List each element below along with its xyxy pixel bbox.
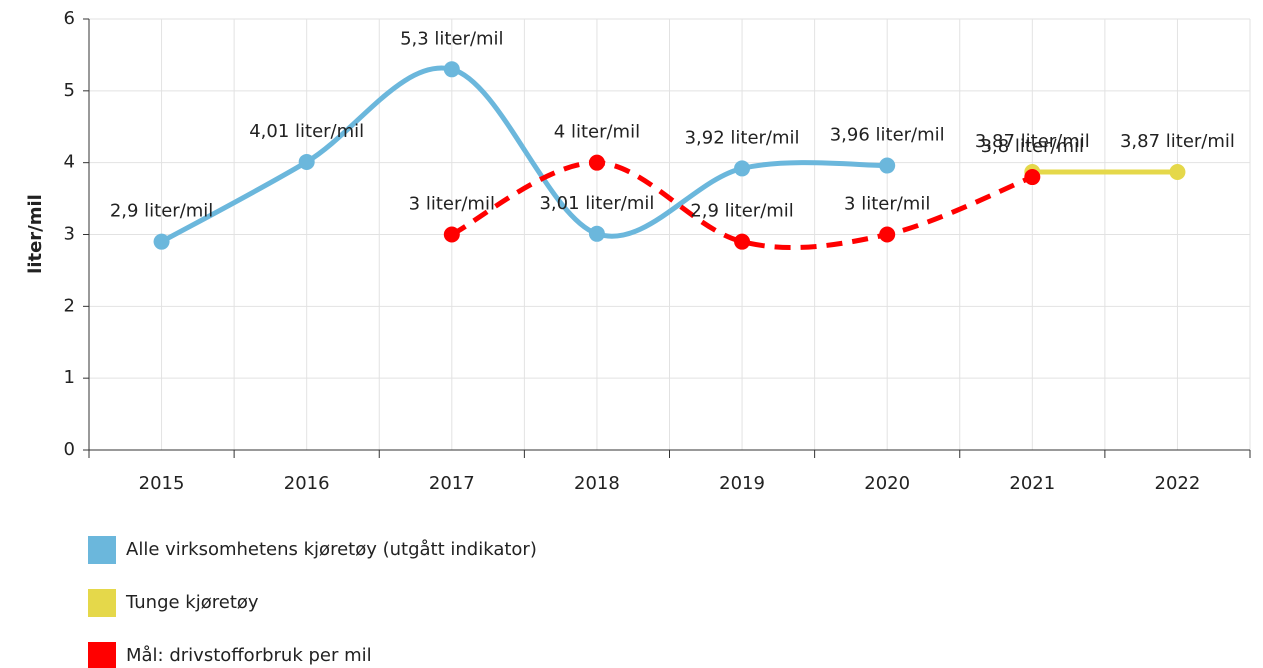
data-point [734, 233, 751, 250]
legend-swatch [88, 642, 116, 668]
data-point [588, 154, 605, 171]
data-label: 3 liter/mil [409, 194, 495, 215]
data-label: 3,8 liter/mil [981, 136, 1084, 157]
legend-swatch [88, 589, 116, 617]
x-tick-label: 2017 [429, 473, 475, 494]
y-tick-label: 4 [64, 152, 75, 173]
data-label: 4 liter/mil [554, 122, 640, 143]
legend-swatch [88, 536, 116, 564]
x-tick-label: 2016 [284, 473, 330, 494]
legend-label: Tunge kjøretøy [125, 592, 259, 613]
series-line [450, 160, 1034, 250]
data-point [298, 153, 315, 170]
data-point [879, 226, 896, 243]
x-tick-label: 2018 [574, 473, 620, 494]
legend-label: Alle virksomhetens kjøretøy (utgått indi… [126, 539, 537, 560]
x-tick-label: 2019 [719, 473, 765, 494]
data-label: 3 liter/mil [844, 194, 930, 215]
y-tick-label: 2 [64, 295, 75, 316]
data-point [734, 160, 751, 177]
data-point [588, 225, 605, 242]
y-tick-label: 0 [64, 439, 75, 460]
y-tick-label: 5 [64, 80, 75, 101]
x-tick-label: 2021 [1009, 473, 1055, 494]
x-tick-label: 2022 [1155, 473, 1201, 494]
legend-label: Mål: drivstofforbruk per mil [126, 645, 372, 666]
data-label: 3,92 liter/mil [685, 127, 800, 148]
y-tick-label: 6 [64, 8, 75, 29]
data-point [443, 61, 460, 78]
data-point [153, 233, 170, 250]
y-tick-label: 1 [64, 367, 75, 388]
data-label: 2,9 liter/mil [110, 201, 213, 222]
data-label: 5,3 liter/mil [400, 28, 503, 49]
data-label: 3,87 liter/mil [975, 131, 1090, 152]
data-point [1169, 164, 1186, 181]
data-point [443, 226, 460, 243]
data-label: 4,01 liter/mil [249, 121, 364, 142]
data-label: 3,01 liter/mil [539, 193, 654, 214]
data-label: 2,9 liter/mil [690, 201, 793, 222]
data-point [1024, 169, 1041, 186]
data-label: 3,96 liter/mil [830, 125, 945, 146]
x-tick-label: 2020 [864, 473, 910, 494]
data-label: 3,87 liter/mil [1120, 131, 1235, 152]
y-tick-label: 3 [64, 224, 75, 245]
y-axis-label: liter/mil [25, 194, 46, 274]
data-point [879, 157, 896, 174]
x-tick-label: 2015 [139, 473, 185, 494]
